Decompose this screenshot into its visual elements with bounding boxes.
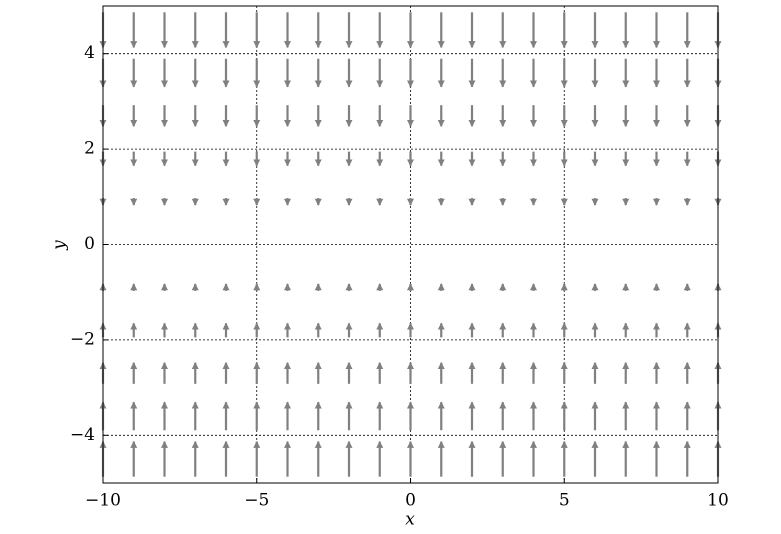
y-tick-label: −2 [70, 329, 95, 349]
x-tick-label: −5 [244, 491, 269, 511]
y-axis-label: y [50, 240, 70, 251]
x-tick-label: 0 [405, 491, 416, 511]
plot-frame [102, 5, 719, 484]
x-tick-label: −10 [85, 491, 121, 511]
x-tick-label: 5 [559, 491, 570, 511]
x-axis-label: x [405, 510, 415, 530]
x-tick-label: 10 [707, 491, 729, 511]
y-tick-label: 4 [84, 43, 95, 63]
y-tick-label: 2 [84, 139, 95, 159]
y-tick-label: −4 [70, 425, 95, 445]
y-tick-label: 0 [84, 234, 95, 254]
